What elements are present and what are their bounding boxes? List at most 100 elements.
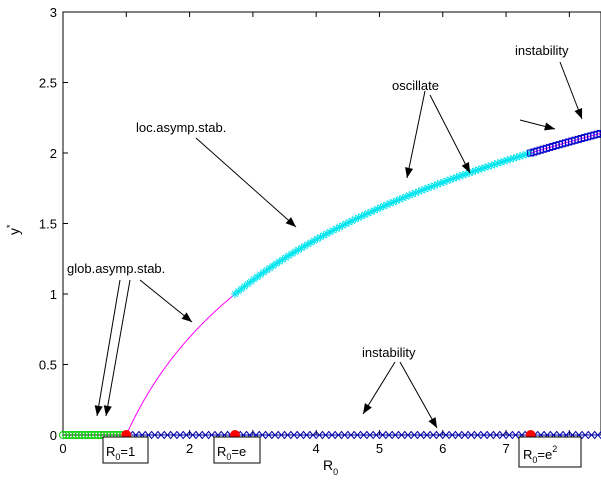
blue-diamond-marker xyxy=(464,430,472,440)
blue-diamond-marker xyxy=(293,430,301,440)
x-axis-label: R0 xyxy=(323,457,338,477)
x-tick-label: 4 xyxy=(313,441,320,456)
y-tick-label: 0 xyxy=(50,428,57,443)
x-tick-label: 5 xyxy=(376,441,383,456)
blue-diamond-marker xyxy=(350,430,358,440)
blue-diamond-marker xyxy=(160,430,168,440)
y-tick-label: 2 xyxy=(50,146,57,161)
blue-diamond-marker xyxy=(477,430,485,440)
x-tick-label: 0 xyxy=(59,441,66,456)
svg-text:R0=e: R0=e xyxy=(217,444,246,462)
cyan-star-marker xyxy=(506,155,515,164)
blue-diamond-marker xyxy=(483,430,491,440)
cyan-star-marker xyxy=(401,192,410,201)
cyan-star-marker xyxy=(354,213,363,222)
blue-diamond-marker xyxy=(325,430,333,440)
r0-box-e: R0=e xyxy=(213,436,261,464)
annotation-arrows xyxy=(94,61,583,429)
blue-diamond-marker xyxy=(261,430,270,440)
annotation-inst-bottom: instability xyxy=(362,345,416,360)
green-circle-marker xyxy=(90,431,99,439)
annotation-arrow xyxy=(559,61,583,120)
blue-diamond-marker xyxy=(369,430,377,440)
blue-diamond-marker xyxy=(318,430,327,440)
annotation-loc: loc.asymp.stab. xyxy=(136,120,226,135)
blue-diamond-marker xyxy=(439,430,447,440)
svg-text:R0=e2: R0=e2 xyxy=(523,444,557,465)
blue-diamond-marker xyxy=(489,430,498,440)
annotation-arrow xyxy=(362,361,396,415)
blue-diamond-marker xyxy=(591,430,599,440)
blue-diamond-marker xyxy=(597,430,601,440)
blue-diamond-marker xyxy=(420,430,428,440)
y-axis-label: y* xyxy=(5,224,22,235)
y-tick-label: 2.5 xyxy=(39,76,57,91)
blue-diamond-marker xyxy=(401,430,409,440)
blue-diamond-marker xyxy=(451,430,460,440)
y-tick-label: 3 xyxy=(50,5,57,20)
blue-diamond-marker xyxy=(432,430,441,440)
green-circle-marker xyxy=(93,431,102,439)
blue-diamond-marker xyxy=(179,430,187,440)
blue-diamond-marker xyxy=(312,430,320,440)
cyan-star-marker xyxy=(414,187,423,196)
cyan-star-marker xyxy=(306,238,315,247)
annotation-arrow xyxy=(519,119,556,131)
blue-diamond-marker xyxy=(363,430,371,440)
blue-diamond-marker xyxy=(375,430,384,440)
green-circle-marker xyxy=(62,431,71,439)
magenta-curve xyxy=(125,293,236,436)
r0-box-e2: R0=e2 xyxy=(518,436,582,468)
blue-diamond-marker xyxy=(280,430,289,440)
r0-box-1: R0=1 xyxy=(102,436,149,464)
green-circle-marker xyxy=(77,431,86,439)
chart-series xyxy=(59,129,601,440)
plot-area xyxy=(62,11,601,436)
blue-diamond-marker xyxy=(470,430,479,440)
green-circle-marker xyxy=(84,431,93,439)
blue-diamond-marker xyxy=(166,430,175,440)
green-circle-marker xyxy=(59,431,67,439)
green-circle-marker xyxy=(96,431,105,439)
blue-diamond-marker xyxy=(185,430,194,440)
blue-diamond-marker xyxy=(413,430,422,440)
y-tick-label: 0.5 xyxy=(39,358,57,373)
annotation-arrow xyxy=(94,279,121,417)
blue-diamond-marker xyxy=(496,430,504,440)
blue-diamond-marker xyxy=(394,430,403,440)
blue-diamond-marker xyxy=(508,430,517,440)
blue-diamond-marker xyxy=(173,430,181,440)
blue-diamond-marker xyxy=(578,430,586,440)
annotation-arrow xyxy=(103,279,131,417)
blue-diamond-marker xyxy=(356,430,365,440)
annotation-arrow xyxy=(139,279,193,323)
y-tick-label: 1 xyxy=(50,287,57,302)
x-tick-label: 6 xyxy=(439,441,446,456)
green-circle-marker xyxy=(65,431,74,439)
blue-diamond-marker xyxy=(388,430,396,440)
green-circle-marker xyxy=(68,431,77,439)
blue-diamond-marker xyxy=(192,430,200,440)
blue-diamond-marker xyxy=(382,430,390,440)
annotation-arrow xyxy=(399,361,438,429)
blue-diamond-marker xyxy=(274,430,282,440)
y-tick-label: 1.5 xyxy=(39,217,57,232)
blue-diamond-marker xyxy=(502,430,510,440)
x-tick-label: 2 xyxy=(186,441,193,456)
blue-diamond-marker xyxy=(287,430,295,440)
blue-diamond-marker xyxy=(198,430,206,440)
blue-diamond-marker xyxy=(407,430,415,440)
blue-diamond-marker xyxy=(147,430,156,440)
annotations: glob.asymp.stab. loc.asymp.stab. oscilla… xyxy=(67,43,569,360)
blue-diamond-marker xyxy=(204,430,213,440)
blue-diamond-marker xyxy=(458,430,466,440)
blue-diamond-marker xyxy=(344,430,352,440)
x-tick-label: 7 xyxy=(502,441,509,456)
annotation-glob: glob.asymp.stab. xyxy=(67,261,165,276)
blue-diamond-marker xyxy=(306,430,314,440)
blue-diamond-marker xyxy=(268,430,276,440)
r0-label-boxes: R0=1 R0=e R0=e2 xyxy=(102,436,582,468)
blue-diamond-marker xyxy=(584,430,592,440)
blue-diamond-marker xyxy=(445,430,453,440)
